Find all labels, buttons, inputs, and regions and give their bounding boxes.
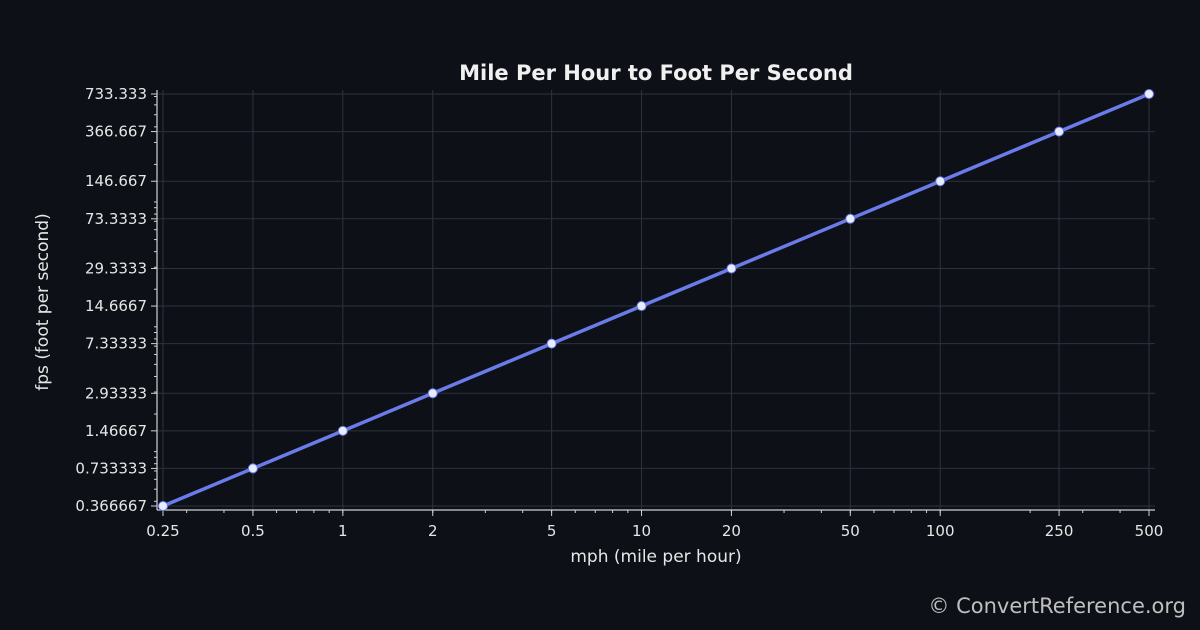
series — [158, 89, 1154, 511]
data-point-5 — [636, 301, 647, 312]
grid-lines — [157, 90, 1155, 510]
x-tick-label-7: 50 — [841, 522, 860, 540]
x-tick-label-2: 1 — [338, 522, 348, 540]
axes — [156, 90, 1155, 511]
x-tick-label-0: 0.25 — [146, 522, 179, 540]
y-tick-label-4: 7.33333 — [85, 335, 147, 353]
y-tick-label-8: 146.667 — [85, 172, 147, 190]
data-point-9 — [1054, 126, 1065, 137]
ticks: 0.25 0.5 1 2 5 10 20 50 100 250 500 0.366667 0.73333… — [75, 85, 1163, 540]
data-point-6 — [726, 263, 737, 274]
data-point-4 — [546, 338, 557, 349]
data-point-7 — [845, 213, 856, 224]
x-tick-label-1: 0.5 — [241, 522, 265, 540]
y-tick-label-7: 73.3333 — [85, 210, 147, 228]
x-tick-label-8: 100 — [926, 522, 955, 540]
x-tick-label-3: 2 — [428, 522, 438, 540]
chart-title: Mile Per Hour to Foot Per Second — [459, 61, 853, 85]
x-tick-label-9: 250 — [1045, 522, 1074, 540]
data-point-2 — [337, 425, 348, 436]
y-tick-label-1: 0.733333 — [75, 459, 147, 477]
x-tick-label-10: 500 — [1135, 522, 1164, 540]
x-tick-label-4: 5 — [547, 522, 557, 540]
data-point-10 — [1144, 89, 1154, 99]
y-tick-label-2: 1.46667 — [85, 422, 147, 440]
x-axis-label: mph (mile per hour) — [570, 547, 741, 567]
x-tick-label-6: 20 — [722, 522, 741, 540]
y-tick-label-6: 29.3333 — [85, 259, 147, 277]
copyright-text: © ConvertReference.org — [928, 594, 1186, 618]
series-line-0 — [161, 92, 1151, 508]
y-tick-label-0: 0.366667 — [75, 497, 147, 515]
data-point-3 — [427, 388, 438, 399]
data-point-8 — [935, 176, 946, 187]
y-tick-label-3: 2.93333 — [85, 384, 147, 402]
y-tick-label-5: 14.6667 — [85, 297, 147, 315]
y-tick-label-9: 366.667 — [85, 123, 147, 141]
y-tick-label-10: 733.333 — [85, 85, 147, 103]
data-point-1 — [247, 463, 258, 474]
y-axis-label: fps (foot per second) — [33, 213, 53, 390]
data-point-0 — [158, 501, 168, 511]
x-tick-label-5: 10 — [632, 522, 651, 540]
